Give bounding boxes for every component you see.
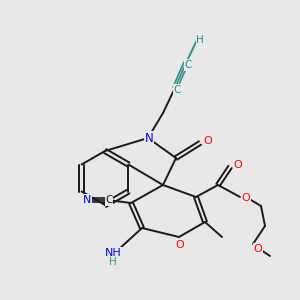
Text: C: C bbox=[173, 85, 181, 95]
Text: O: O bbox=[242, 193, 250, 203]
Text: C: C bbox=[105, 195, 113, 205]
Text: O: O bbox=[234, 160, 242, 170]
Text: C: C bbox=[184, 60, 192, 70]
Text: N: N bbox=[145, 131, 153, 145]
Text: O: O bbox=[176, 240, 184, 250]
Text: H: H bbox=[196, 35, 204, 45]
Text: O: O bbox=[204, 136, 212, 146]
Text: NH: NH bbox=[105, 248, 122, 258]
Text: O: O bbox=[254, 244, 262, 254]
Text: N: N bbox=[83, 195, 91, 205]
Text: H: H bbox=[109, 257, 117, 267]
